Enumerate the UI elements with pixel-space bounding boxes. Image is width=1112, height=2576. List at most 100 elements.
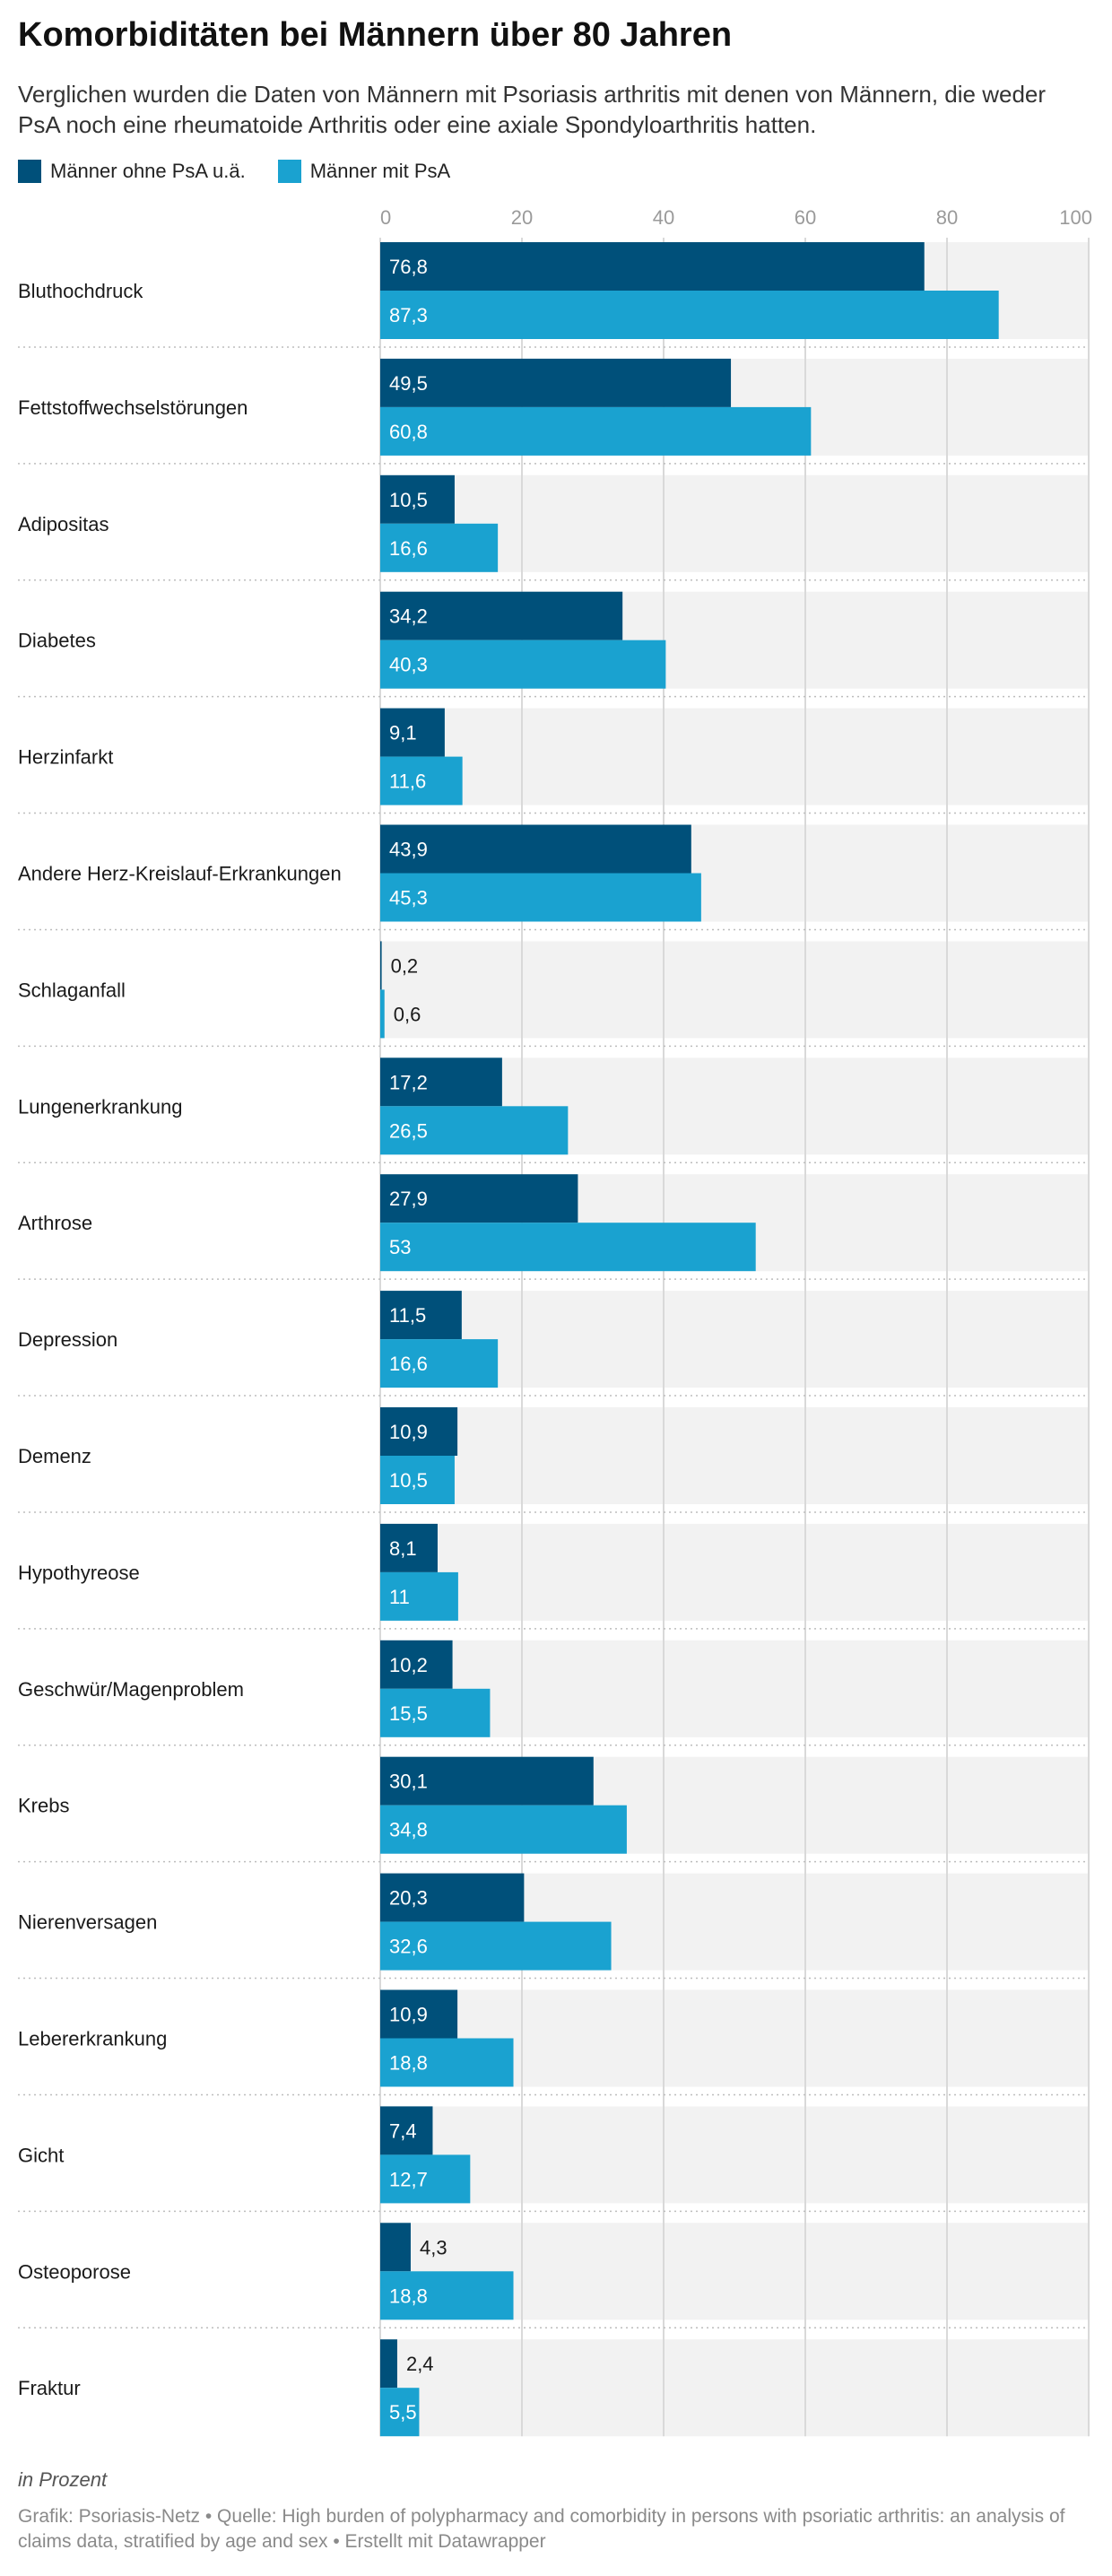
bar-value-label: 34,8: [389, 1819, 428, 1841]
category-label: Geschwür/Magenproblem: [18, 1678, 244, 1701]
bar-value-label: 10,5: [389, 1469, 428, 1492]
bar-mit-psa: [380, 406, 812, 456]
bar-ohne-psa: [380, 1291, 462, 1340]
category-label: Fettstoffwechselstörungen: [18, 396, 248, 419]
category-band: [380, 2339, 1089, 2437]
bar-value-label: 0,6: [394, 1003, 421, 1025]
category-label: Schlaganfall: [18, 979, 126, 1001]
bar-ohne-psa: [380, 1873, 525, 1922]
category-band: [380, 1291, 1089, 1388]
x-tick-label: 100: [1059, 206, 1092, 229]
bar-mit-psa: [380, 2388, 420, 2437]
x-tick-label: 0: [380, 206, 391, 229]
bar-mit-psa: [380, 873, 701, 922]
chart-subtitle: Verglichen wurden die Daten von Männern …: [18, 81, 1047, 138]
bar-ohne-psa: [380, 1756, 594, 1806]
bar-ohne-psa: [380, 474, 455, 524]
legend-swatch-ohne-psa: [18, 160, 41, 183]
legend-item-mit-psa: Männer mit PsA: [277, 160, 451, 183]
bar-mit-psa: [380, 1106, 569, 1155]
bar-value-label: 30,1: [389, 1771, 428, 1793]
category-label: Hypothyreose: [18, 1562, 140, 1584]
bar-mit-psa: [380, 1223, 756, 1272]
bar-value-label: 16,6: [389, 1353, 428, 1375]
bar-ohne-psa: [380, 941, 382, 990]
bar-value-label: 34,2: [389, 605, 428, 628]
bar-value-label: 18,8: [389, 2052, 428, 2075]
bar-mit-psa: [380, 989, 385, 1039]
bar-value-label: 87,3: [389, 304, 428, 326]
legend-label-mit-psa: Männer mit PsA: [309, 160, 451, 182]
bar-value-label: 7,4: [389, 2119, 417, 2142]
bar-mit-psa: [380, 2038, 514, 2087]
category-label: Lebererkrankung: [18, 2028, 167, 2050]
legend-item-ohne-psa: Männer ohne PsA u.ä.: [18, 160, 246, 183]
chart-title: Komorbiditäten bei Männern über 80 Jahre…: [18, 16, 733, 54]
bar-mit-psa: [380, 523, 499, 572]
bar-mit-psa: [380, 1805, 627, 1854]
bar-ohne-psa: [380, 708, 445, 757]
bar-value-label: 9,1: [389, 722, 417, 744]
category-label: Nierenversagen: [18, 1911, 157, 1934]
category-label: Gicht: [18, 2144, 64, 2166]
x-tick-label: 60: [795, 206, 816, 229]
bar-value-label: 27,9: [389, 1188, 428, 1210]
bar-mit-psa: [380, 1921, 612, 1971]
category-label: Lungenerkrankung: [18, 1095, 182, 1118]
bar-value-label: 10,2: [389, 1654, 428, 1676]
bar-ohne-psa: [380, 1989, 458, 2039]
bar-mit-psa: [380, 2271, 514, 2320]
bar-ohne-psa: [380, 2223, 411, 2272]
category-band: [380, 708, 1089, 805]
bar-ohne-psa: [380, 358, 732, 407]
category-label: Krebs: [18, 1795, 69, 1817]
bar-ohne-psa: [380, 1523, 438, 1572]
x-tick-label: 80: [936, 206, 958, 229]
legend-swatch-mit-psa: [277, 160, 301, 183]
bar-ohne-psa: [380, 591, 623, 640]
x-tick-label: 20: [511, 206, 533, 229]
unit-note: in Prozent: [18, 2468, 108, 2491]
category-label: Herzinfarkt: [18, 746, 113, 769]
bar-ohne-psa: [380, 1174, 578, 1223]
legend-label-ohne-psa: Männer ohne PsA u.ä.: [50, 160, 246, 182]
bar-value-label: 76,8: [389, 256, 428, 278]
bar-mit-psa: [380, 756, 463, 805]
bar-value-label: 11,6: [389, 770, 426, 793]
category-label: Depression: [18, 1328, 117, 1351]
category-label: Demenz: [18, 1445, 91, 1467]
category-band: [380, 474, 1089, 572]
bar-mit-psa: [380, 291, 999, 339]
grouped-bar-chart: 0 20 40 60 80 100 Bluthochdruck 76,8 87,3 Fettsto…: [18, 206, 1092, 2437]
bar-ohne-psa: [380, 1407, 458, 1456]
bar-mit-psa: [380, 640, 666, 689]
category-label: Arthrose: [18, 1212, 92, 1234]
bar-mit-psa: [380, 1339, 499, 1388]
category-band: [380, 1407, 1089, 1504]
bar-value-label: 8,1: [389, 1537, 417, 1560]
bar-ohne-psa: [380, 2106, 433, 2155]
bar-value-label: 17,2: [389, 1071, 428, 1093]
bar-ohne-psa: [380, 1640, 453, 1689]
bar-value-label: 53: [389, 1236, 411, 1258]
category-label: Diabetes: [18, 630, 96, 652]
bar-value-label: 43,9: [389, 839, 428, 861]
bar-mit-psa: [380, 2154, 471, 2204]
bar-mit-psa: [380, 1571, 458, 1621]
bar-value-label: 45,3: [389, 887, 428, 909]
x-tick-label: 40: [653, 206, 674, 229]
bar-ohne-psa: [380, 2339, 397, 2389]
bar-value-label: 32,6: [389, 1936, 428, 1958]
bar-ohne-psa: [380, 824, 691, 874]
category-label: Andere Herz-Kreislauf-Erkrankungen: [18, 863, 342, 885]
category-band: [380, 1640, 1089, 1737]
bar-value-label: 49,5: [389, 372, 428, 395]
bar-value-label: 10,9: [389, 1421, 428, 1443]
category-label: Osteoporose: [18, 2260, 131, 2283]
bar-value-label: 12,7: [389, 2168, 428, 2190]
bar-ohne-psa: [380, 1057, 502, 1107]
bar-value-label: 40,3: [389, 654, 428, 676]
category-label: Bluthochdruck: [18, 280, 143, 302]
bar-mit-psa: [380, 1456, 455, 1504]
bar-value-label: 2,4: [406, 2353, 434, 2375]
